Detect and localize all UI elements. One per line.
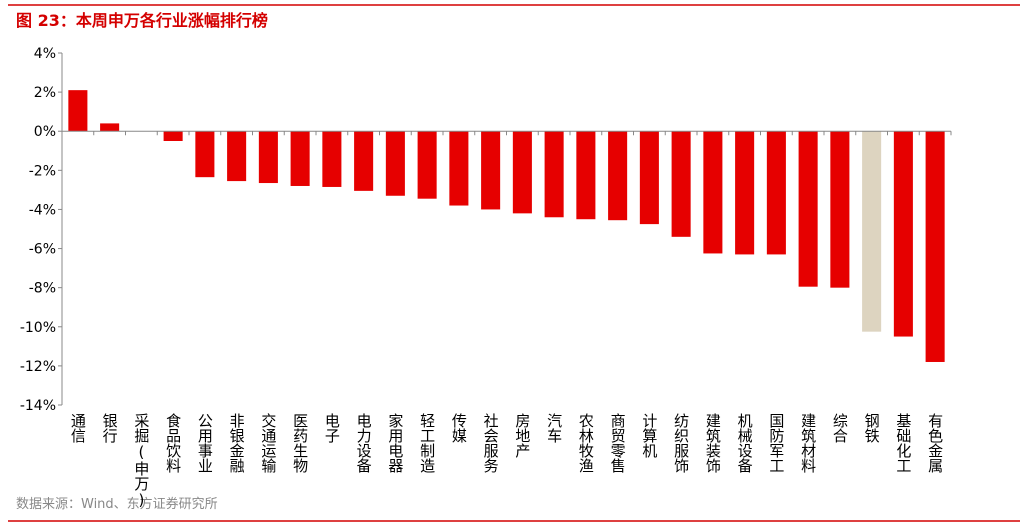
bar [195,131,215,178]
x-tick-label: 有色金属 [926,413,944,473]
x-tick-label: 商贸零售 [609,413,627,473]
bar [512,131,532,214]
x-tick-label: 钢铁 [863,413,881,443]
bar [449,131,469,206]
bar [163,131,183,141]
x-tick-label: 通信 [69,413,87,443]
x-tick-label: 电力设备 [355,413,373,473]
x-tick-label: 农林牧渔 [577,413,595,473]
y-tick-label: 2% [34,85,56,101]
bar [862,131,882,332]
x-tick-label: 计算机 [640,413,658,459]
bar [671,131,691,237]
bar [608,131,628,221]
x-tick-label: 综合 [831,413,849,443]
x-tick-label: 基础化工 [894,413,912,473]
x-tick-label: 国防军工 [767,413,785,473]
x-tick-label: 公用事业 [196,413,214,473]
bar [354,131,374,191]
bar [258,131,278,184]
bar [703,131,723,254]
bar [576,131,596,220]
bar [925,131,945,362]
bar [544,131,564,218]
x-tick-label: 采掘(申万) [132,413,150,509]
x-tick-label: 家用电器 [386,413,404,473]
y-tick-label: -8% [29,281,56,297]
x-tick-label: 房地产 [513,413,531,458]
bar [830,131,850,288]
x-tick-label: 医药生物 [291,413,309,474]
x-tick-label: 汽车 [545,413,563,443]
x-tick-label: 轻工制造 [418,413,436,474]
y-tick-label: -2% [29,163,56,179]
bar [766,131,786,255]
bar [893,131,913,337]
bar [322,131,342,187]
y-tick-label: 0% [34,124,56,140]
bar [481,131,501,210]
y-tick-label: -14% [20,398,56,414]
chart-title: 图 23：本周申万各行业涨幅排行榜 [16,11,268,30]
x-tick-label: 食品饮料 [164,413,182,473]
bar [68,90,88,132]
x-tick-label: 建筑材料 [799,413,817,473]
bar [385,131,405,196]
bar [100,123,120,132]
y-tick-label: -12% [20,359,56,375]
y-tick-label: -10% [20,320,56,336]
bar [735,131,755,255]
y-tick-label: -6% [29,242,56,258]
bar [417,131,437,199]
y-tick-label: -4% [29,202,56,218]
x-tick-label: 建筑装饰 [704,413,722,473]
x-tick-label: 机械设备 [736,413,754,473]
bar [290,131,310,186]
x-tick-label: 电子 [323,413,341,443]
x-tick-label: 非银金融 [228,413,246,473]
source-note: 数据来源：Wind、东方证券研究所 [16,496,218,512]
bar [798,131,818,287]
bar [227,131,247,182]
y-tick-label: 4% [34,46,56,62]
x-tick-label: 交通运输 [259,412,277,473]
bar [639,131,659,225]
x-tick-label: 纺织服饰 [672,413,690,473]
x-tick-label: 传媒 [450,413,468,443]
x-tick-label: 银行 [101,413,119,444]
x-tick-label: 社会服务 [482,413,500,474]
